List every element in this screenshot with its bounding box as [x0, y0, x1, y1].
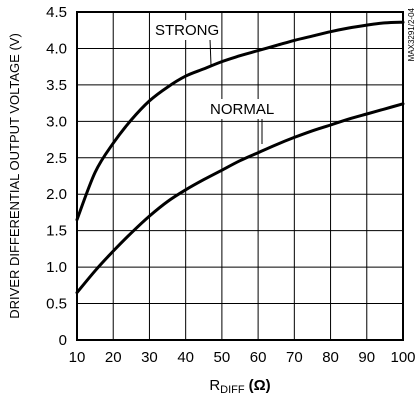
grid: [76, 11, 404, 341]
x-tick-label: 60: [250, 349, 267, 366]
x-tick-label: 30: [141, 349, 158, 366]
y-tick-label: 3.0: [46, 113, 67, 130]
y-tick-label: 0.5: [46, 296, 67, 313]
x-tick-label: 20: [105, 349, 122, 366]
series-line-strong: [75, 20, 405, 222]
y-tick-label: 2.0: [46, 186, 67, 203]
series-lines: [75, 20, 405, 295]
y-tick-label: 4.0: [46, 40, 67, 57]
normal-label: NORMAL: [210, 101, 274, 118]
plot-frame: [76, 11, 404, 341]
x-tick-label: 80: [322, 349, 339, 366]
y-tick-label: 3.5: [46, 77, 67, 94]
x-axis-label-unit: (Ω): [249, 377, 271, 394]
strong-label-bg: [150, 20, 220, 40]
normal-label-bg: [206, 99, 276, 119]
x-tick-label: 10: [69, 349, 86, 366]
y-tick-label: 1.5: [46, 223, 67, 240]
y-tick-label: 4.5: [46, 4, 67, 21]
y-tick-label: 0: [59, 332, 67, 349]
watermark-code: MAX3291/2-04: [407, 7, 416, 61]
x-tick-label: 90: [358, 349, 375, 366]
x-tick-label: 100: [390, 349, 415, 366]
x-tick-labels: 10 20 30 40 50 60 70 80 90 100: [69, 349, 416, 366]
x-tick-label: 50: [214, 349, 231, 366]
x-axis-label: RDIFF (Ω): [209, 377, 270, 396]
y-tick-label: 2.5: [46, 150, 67, 167]
x-axis-label-sub: DIFF: [220, 384, 245, 396]
strong-label: STRONG: [155, 22, 219, 39]
series-line-normal: [75, 102, 405, 295]
x-axis-label-main: R: [209, 377, 220, 394]
y-axis-label: DRIVER DIFFERENTIAL OUTPUT VOLTAGE (V): [7, 33, 22, 319]
y-tick-label: 1.0: [46, 259, 67, 276]
x-tick-label: 70: [286, 349, 303, 366]
x-tick-label: 40: [177, 349, 194, 366]
strong-label-connector: [209, 38, 212, 66]
y-tick-labels: 0 0.5 1.0 1.5 2.0 2.5 3.0 3.5 4.0 4.5: [46, 4, 67, 349]
